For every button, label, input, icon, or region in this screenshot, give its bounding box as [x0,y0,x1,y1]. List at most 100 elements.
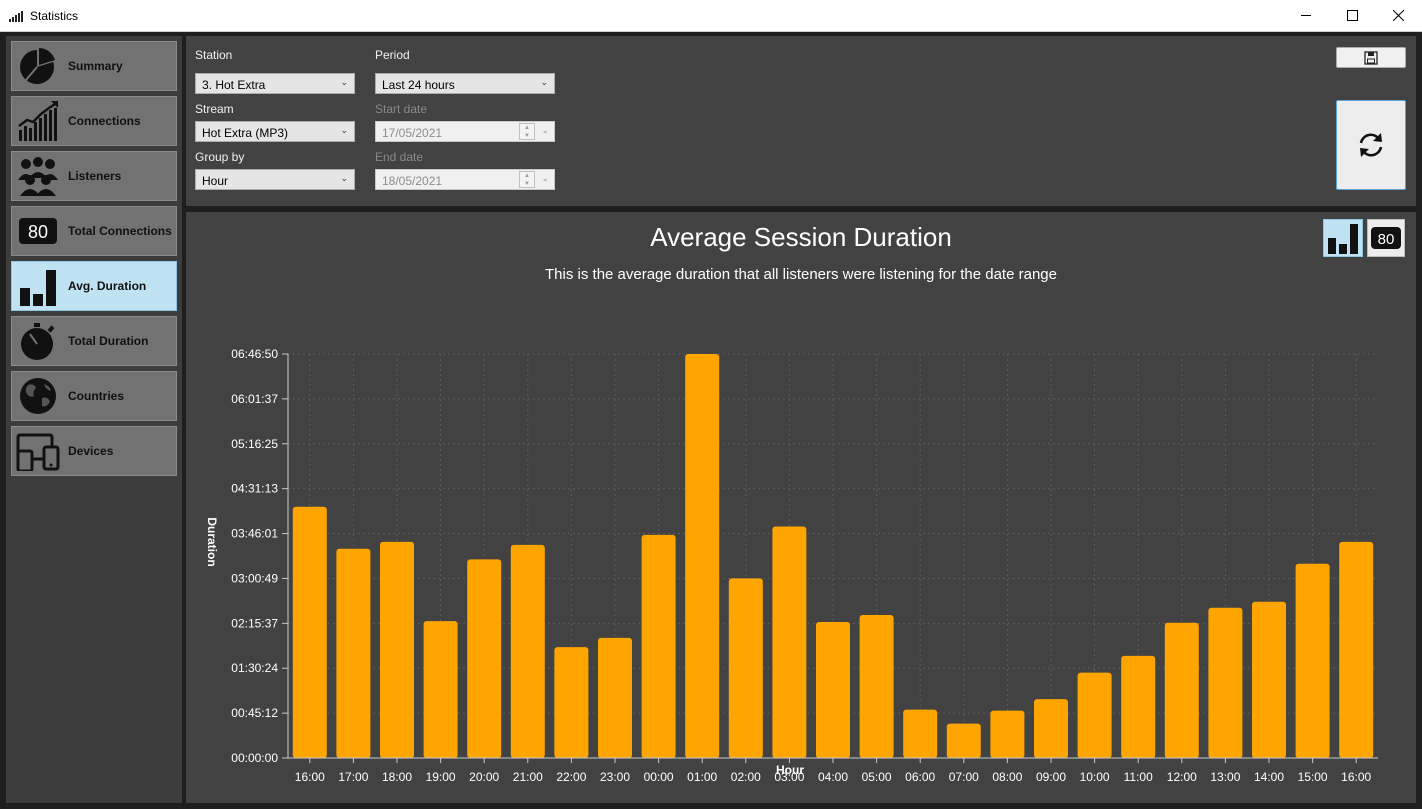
sidebar-item-connections[interactable]: Connections [11,96,177,146]
station-label: Station [195,48,233,62]
spinner-icon[interactable]: ▲ ▼ [519,171,535,188]
counter-value: 80 [1378,231,1395,248]
bar[interactable] [467,559,502,758]
chart-subtitle: This is the average duration that all li… [545,266,1057,283]
y-tick-label: 00:00:00 [231,751,278,765]
bar-view-button[interactable] [1323,219,1363,257]
app-signal-icon [9,10,25,22]
minimize-button[interactable] [1283,0,1329,31]
sidebar-item-summary[interactable]: Summary [11,41,177,91]
bar[interactable] [859,615,894,758]
chart-title: Average Session Duration [650,222,952,252]
bar[interactable] [1121,655,1156,758]
bar[interactable] [1295,563,1330,758]
bar-chart: 00:00:00 00:45:12 01:30:24 02:15:37 03:00:49… [205,347,1378,784]
x-tick-label: 13:00 [1210,770,1240,784]
maximize-button[interactable] [1329,0,1375,31]
bar[interactable] [903,709,938,758]
x-tick-label: 04:00 [818,770,848,784]
x-tick-label: 19:00 [426,770,456,784]
bar[interactable] [1077,672,1112,758]
sidebar-item-label: Devices [68,444,114,458]
x-tick-label: 01:00 [687,770,717,784]
end-date-picker[interactable]: 18/05/2021 ▲ ▼ ⌄ [375,169,555,190]
bar[interactable] [728,578,763,758]
sidebar-item-label: Listeners [68,169,122,183]
bar[interactable] [554,647,589,758]
chevron-down-icon: ⌄ [540,77,548,87]
bar[interactable] [685,354,720,758]
refresh-icon [1359,133,1383,157]
x-tick-label: 09:00 [1036,770,1066,784]
x-tick-label: 21:00 [513,770,543,784]
close-button[interactable] [1375,0,1421,31]
groupby-select[interactable]: Hour ⌄ [195,169,355,190]
bar[interactable] [1164,622,1199,758]
bar-chart-icon [16,264,60,308]
x-tick-label: 02:00 [731,770,761,784]
x-tick-label: 16:00 [295,770,325,784]
save-button[interactable] [1336,47,1406,68]
bar[interactable] [1252,601,1286,758]
close-icon [1392,10,1404,21]
stopwatch-icon [16,319,60,363]
x-tick-label: 20:00 [469,770,499,784]
filter-panel: Station 3. Hot Extra ⌄ Stream Hot Extra … [186,36,1416,206]
bar[interactable] [1034,699,1068,758]
bar[interactable] [336,548,371,758]
start-date-picker[interactable]: 17/05/2021 ▲ ▼ ⌄ [375,121,555,142]
bar[interactable] [990,710,1025,758]
people-icon [16,154,60,198]
number-view-button[interactable]: 80 [1367,219,1405,257]
bar[interactable] [1208,607,1243,758]
sidebar-item-label: Connections [68,114,141,128]
start-date-label: Start date [375,102,428,116]
bar[interactable] [1339,541,1374,758]
stream-select[interactable]: Hot Extra (MP3) ⌄ [195,121,355,142]
x-tick-label: 07:00 [949,770,979,784]
station-select[interactable]: 3. Hot Extra ⌄ [195,73,355,94]
bar[interactable] [423,621,458,758]
sidebar-item-devices[interactable]: Devices [11,426,177,476]
sidebar-item-countries[interactable]: Countries [11,371,177,421]
maximize-icon [1346,10,1358,21]
x-axis-title: Hour [776,763,804,777]
bar[interactable] [772,526,807,758]
period-select[interactable]: Last 24 hours ⌄ [375,73,555,94]
x-tick-label: 15:00 [1298,770,1328,784]
bar[interactable] [292,506,327,758]
bar[interactable] [510,544,545,758]
y-tick-label: 04:31:13 [231,482,278,496]
trend-chart-icon [16,99,60,143]
period-label: Period [375,48,410,62]
x-tick-label: 11:00 [1124,770,1153,784]
bar[interactable] [380,541,414,758]
sidebar-item-avg-duration[interactable]: Avg. Duration [11,261,177,311]
bar[interactable] [598,637,632,758]
groupby-value: Hour [202,174,229,188]
sidebar-item-label: Total Connections [68,224,172,238]
sidebar-item-label: Countries [68,389,125,403]
pie-chart-icon [16,44,60,88]
bar[interactable] [641,534,676,758]
bar[interactable] [816,621,850,758]
sidebar-item-listeners[interactable]: Listeners [11,151,177,201]
y-tick-label: 00:45:12 [231,706,278,720]
y-tick-label: 03:46:01 [231,527,278,541]
period-value: Last 24 hours [382,78,455,92]
x-tick-label: 08:00 [992,770,1022,784]
chevron-down-icon[interactable]: ⌄ [541,125,549,135]
bar[interactable] [946,723,981,758]
x-tick-label: 17:00 [338,770,368,784]
main-area: Summary Connections Listeners 80 Total C… [0,32,1422,809]
chevron-down-icon[interactable]: ⌄ [541,173,549,183]
counter-80-icon: 80 [16,209,60,253]
globe-icon [16,374,60,418]
spinner-icon[interactable]: ▲ ▼ [519,123,535,140]
chart-panel: 00:00:00 00:45:12 01:30:24 02:15:37 03:00:49… [186,212,1416,803]
refresh-button[interactable] [1336,100,1406,190]
sidebar: Summary Connections Listeners 80 Total C… [6,36,182,803]
sidebar-item-total-duration[interactable]: Total Duration [11,316,177,366]
x-tick-label: 12:00 [1167,770,1197,784]
sidebar-item-total-connections[interactable]: 80 Total Connections [11,206,177,256]
